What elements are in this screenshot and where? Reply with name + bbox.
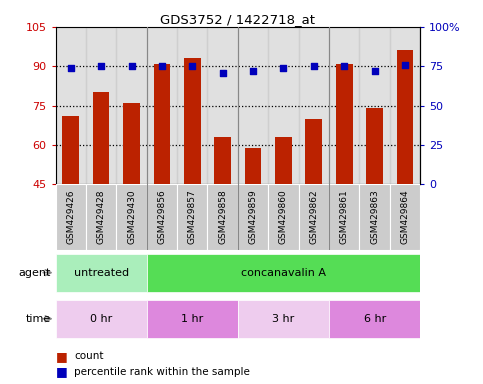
Bar [329,300,420,338]
Bar [298,184,329,250]
Point [97,63,105,70]
Point [341,63,348,70]
Bar [123,103,140,184]
Text: ■: ■ [56,365,67,378]
Bar [116,27,147,184]
Text: GSM429863: GSM429863 [370,190,379,244]
Bar [116,184,147,250]
Point [67,65,74,71]
Bar [336,64,353,184]
Text: 0 hr: 0 hr [90,314,112,324]
Point [219,70,227,76]
Bar [214,137,231,184]
Point [188,63,196,70]
Bar [177,184,208,250]
Bar [86,27,116,184]
Bar [208,184,238,250]
Bar [329,184,359,250]
Bar [56,300,147,338]
Text: GSM429856: GSM429856 [157,190,167,244]
Bar [366,108,383,184]
Bar [147,184,177,250]
Bar [238,300,329,338]
Bar [147,254,420,292]
Bar [177,27,208,184]
Bar [275,137,292,184]
Point [401,61,409,68]
Bar [359,184,390,250]
Text: GSM429426: GSM429426 [66,190,75,244]
Bar [238,27,268,184]
Text: agent: agent [18,268,51,278]
Text: GSM429862: GSM429862 [309,190,318,244]
Bar [305,119,322,184]
Text: GSM429859: GSM429859 [249,190,257,244]
Bar [86,184,116,250]
Bar [245,147,261,184]
Text: 6 hr: 6 hr [364,314,386,324]
Bar [329,27,359,184]
Bar [184,58,200,184]
Bar [208,27,238,184]
Text: concanavalin A: concanavalin A [241,268,326,278]
Bar [390,184,420,250]
Text: GSM429860: GSM429860 [279,190,288,244]
Point [249,68,257,74]
Point [128,63,135,70]
Text: 1 hr: 1 hr [181,314,203,324]
Bar [359,27,390,184]
Point [310,63,318,70]
Bar [56,254,147,292]
Text: GSM429858: GSM429858 [218,190,227,244]
Bar [56,27,86,184]
Bar [390,27,420,184]
Text: time: time [26,314,51,324]
Bar [268,27,298,184]
Bar [298,27,329,184]
Bar [93,93,110,184]
Bar [147,27,177,184]
Text: ■: ■ [56,350,67,363]
Bar [397,50,413,184]
Bar [56,184,86,250]
Bar [238,184,268,250]
Text: count: count [74,351,103,361]
Text: GSM429428: GSM429428 [97,190,106,244]
Bar [268,184,298,250]
Text: GSM429430: GSM429430 [127,190,136,244]
Text: percentile rank within the sample: percentile rank within the sample [74,367,250,377]
Title: GDS3752 / 1422718_at: GDS3752 / 1422718_at [160,13,315,26]
Point [158,63,166,70]
Text: 3 hr: 3 hr [272,314,295,324]
Text: GSM429864: GSM429864 [400,190,410,244]
Point [280,65,287,71]
Text: GSM429861: GSM429861 [340,190,349,244]
Point [371,68,379,74]
Text: GSM429857: GSM429857 [188,190,197,244]
Bar [62,116,79,184]
Text: untreated: untreated [73,268,128,278]
Bar [154,64,170,184]
Bar [147,300,238,338]
